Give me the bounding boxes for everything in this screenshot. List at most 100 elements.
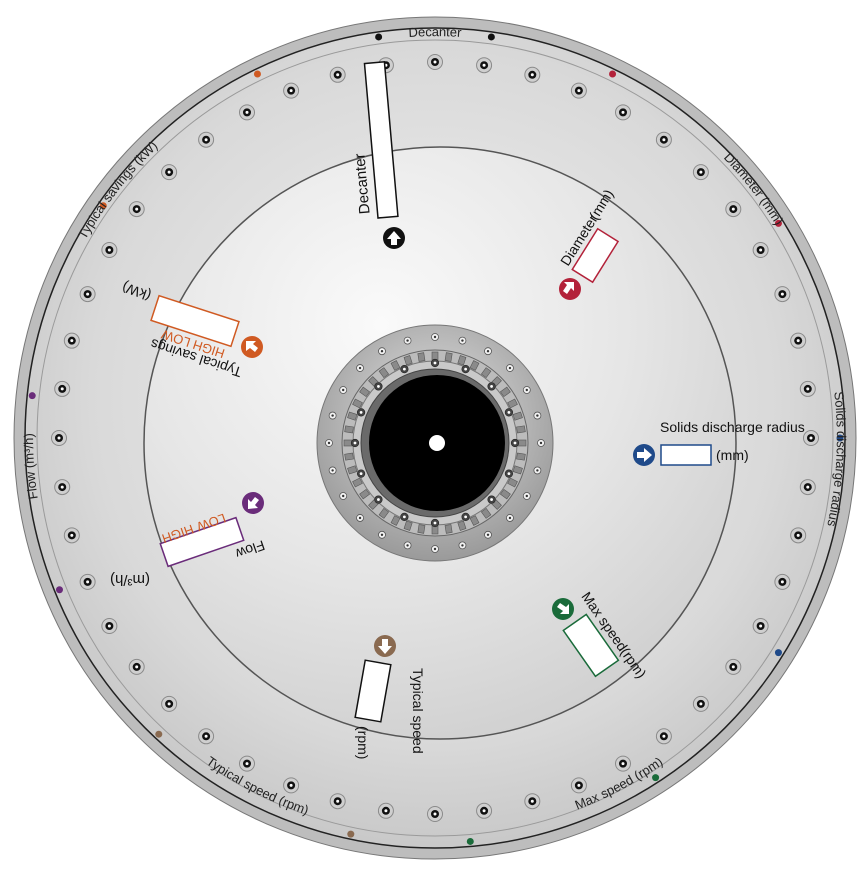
gear-tooth (469, 360, 480, 371)
rim-marker-dot (487, 33, 495, 41)
bolt-center (57, 436, 61, 440)
gear-tooth (390, 515, 401, 526)
gear-tooth (359, 488, 371, 500)
bolt-center (780, 580, 784, 584)
hub-bolt-center (461, 544, 464, 547)
gear-bolt-center (464, 515, 468, 519)
gear-tooth (457, 520, 467, 531)
flow-arrow-icon (242, 492, 264, 514)
gear-bolt-center (507, 472, 511, 476)
rim-marker-dot (28, 392, 36, 400)
gear-tooth (457, 355, 467, 366)
bolt-center (107, 624, 111, 628)
max-speed-slot[interactable] (562, 613, 620, 678)
gear-tooth (403, 520, 413, 531)
gear-tooth (516, 425, 526, 434)
rim-marker-dot (836, 434, 844, 442)
bolt-center (107, 248, 111, 252)
bolt-center (289, 783, 293, 787)
hub-bolt-center (342, 388, 345, 392)
bolt-center (336, 73, 340, 77)
bolt-center (806, 485, 810, 489)
solids-unit: (mm) (716, 447, 749, 463)
gear-tooth (344, 452, 354, 461)
savings-arrow-icon (241, 336, 263, 358)
gear-tooth (378, 367, 390, 379)
rim-marker-dot (652, 774, 660, 782)
bolt-center (167, 170, 171, 174)
gear-tooth (417, 352, 426, 362)
gear-tooth (403, 355, 413, 366)
hub-bolt-center (433, 547, 437, 551)
gear-tooth (444, 524, 453, 534)
typical-speed-window (354, 659, 392, 723)
bolt-center (60, 387, 64, 391)
gear-bolt-center (377, 385, 380, 388)
gear-tooth (499, 488, 511, 500)
bolt-center (662, 734, 666, 738)
bolt-center (759, 248, 763, 252)
hub-bolt-center (486, 350, 490, 353)
flow-slot[interactable] (159, 516, 245, 568)
bolt-center (204, 138, 208, 142)
rim-marker-dot (253, 70, 261, 78)
solids-label: Solids discharge radius (660, 419, 805, 435)
diameter-arrow-icon (559, 278, 581, 300)
gear-tooth (517, 439, 527, 447)
bolt-center (731, 207, 735, 211)
decanter-slot[interactable] (363, 61, 399, 219)
gear-bolt-center (513, 441, 517, 445)
gear-tooth (343, 439, 353, 447)
hub-bolt-center (539, 441, 543, 445)
hub-bolt-center (358, 366, 362, 370)
bolt-center (699, 702, 703, 706)
gear-bolt-center (433, 361, 437, 365)
hub-bolt-center (380, 350, 384, 353)
diameter-slot[interactable] (571, 227, 620, 284)
hub-bolt-center (461, 339, 464, 342)
typical-speed-slot[interactable] (354, 659, 392, 723)
gear-bolt-center (464, 367, 468, 371)
bolt-center (780, 292, 784, 296)
bolt-center (167, 702, 171, 706)
rim-marker-dot (774, 649, 782, 657)
bolt-center (86, 580, 90, 584)
gear-tooth (352, 477, 363, 488)
rim-marker-dot (347, 830, 355, 838)
savings-slot[interactable] (150, 294, 240, 348)
gear-bolt-center (402, 515, 406, 519)
bolt-center (530, 73, 534, 77)
hub-bolt-center (342, 494, 345, 498)
bolt-center (70, 339, 74, 343)
rim-marker-dot (466, 837, 474, 845)
hub-bolt-center (331, 469, 334, 472)
gear-tooth (431, 525, 439, 535)
rim-marker-dot (609, 70, 617, 78)
bolt-center (796, 533, 800, 537)
decanter-window: Decanter (351, 61, 399, 219)
rim-marker-dots (28, 33, 844, 845)
bolt-center (384, 809, 388, 813)
gear-bolt-center (490, 498, 493, 501)
bolt-ring (51, 54, 819, 822)
gear-tooth (431, 351, 439, 361)
bolt-center (135, 665, 139, 669)
bolt-center (806, 387, 810, 391)
typical-speed-unit: (rpm) (355, 726, 371, 759)
hub-bolt-center (358, 516, 362, 520)
gear-tooth (352, 398, 363, 409)
bolt-center (336, 799, 340, 803)
gear-bolt-center (377, 498, 380, 501)
solids-slot[interactable] (660, 444, 712, 466)
bolt-center (621, 762, 625, 766)
bolt-center (86, 292, 90, 296)
bolt-center (204, 734, 208, 738)
typical-speed-label: Typical speed (410, 668, 426, 754)
gear-tooth (359, 386, 371, 398)
hub-bolt-center (331, 414, 334, 417)
hub-bolt-center (525, 494, 528, 498)
hub-bolt-center (327, 441, 331, 445)
bolt-center (135, 207, 139, 211)
gear-bolt-center (359, 472, 363, 476)
